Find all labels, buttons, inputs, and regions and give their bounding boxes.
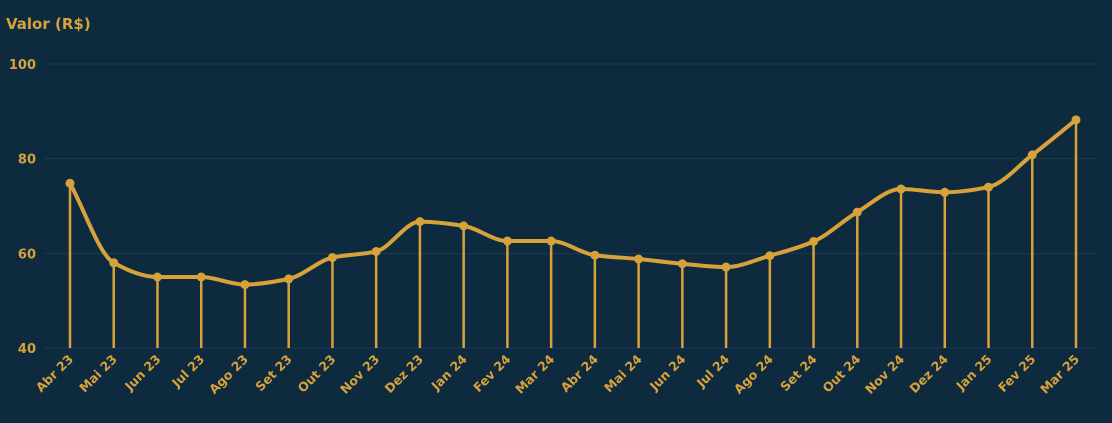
- series-line: [68, 117, 1078, 287]
- x-tick-label: Jun 23: [121, 352, 164, 395]
- x-tick-label: Nov 24: [862, 351, 907, 396]
- x-tick-label: Jul 24: [693, 351, 733, 391]
- series-line-layer: [68, 117, 1078, 287]
- data-point[interactable]: [546, 236, 556, 246]
- data-points: [65, 115, 1081, 290]
- data-point[interactable]: [809, 237, 819, 246]
- x-tick-label: Jul 23: [168, 352, 207, 391]
- x-tick-label: Ago 23: [206, 352, 251, 397]
- data-point[interactable]: [371, 246, 381, 256]
- x-tick-label: Mai 24: [601, 351, 645, 395]
- data-point[interactable]: [459, 221, 469, 231]
- data-point[interactable]: [196, 272, 206, 282]
- x-tick-label: Mai 23: [76, 352, 120, 396]
- data-point[interactable]: [502, 236, 512, 246]
- data-point[interactable]: [896, 184, 906, 194]
- x-tick-label: Dez 24: [906, 351, 951, 396]
- x-tick-label: Ago 24: [731, 351, 776, 396]
- data-point[interactable]: [677, 259, 687, 269]
- data-point[interactable]: [940, 187, 950, 197]
- data-point[interactable]: [984, 182, 994, 192]
- data-point[interactable]: [1027, 150, 1037, 160]
- x-tick-label: Dez 23: [382, 352, 426, 396]
- grid-lines: [44, 63, 1098, 349]
- data-point[interactable]: [284, 274, 294, 284]
- data-point[interactable]: [634, 254, 644, 264]
- y-axis-title: Valor (R$): [6, 15, 91, 33]
- drop-lines: [68, 119, 1078, 348]
- data-point[interactable]: [765, 251, 775, 261]
- x-tick-label: Set 24: [777, 351, 820, 394]
- x-tick-label: Jun 24: [646, 351, 689, 394]
- data-point[interactable]: [109, 258, 119, 268]
- data-point[interactable]: [65, 178, 75, 188]
- y-tick-label: 60: [18, 247, 36, 262]
- x-tick-label: Jan 25: [952, 352, 994, 394]
- data-point[interactable]: [590, 250, 600, 260]
- x-tick-label: Jan 24: [428, 351, 470, 393]
- x-tick-label: Set 23: [252, 352, 295, 395]
- data-point[interactable]: [852, 207, 862, 217]
- y-tick-label: 80: [18, 153, 36, 168]
- x-tick-label: Abr 24: [557, 351, 601, 395]
- x-tick-label: Out 23: [295, 352, 339, 396]
- data-point[interactable]: [721, 262, 731, 272]
- x-tick-label: Mar 25: [1037, 352, 1082, 397]
- data-point[interactable]: [327, 253, 337, 263]
- data-point[interactable]: [240, 280, 250, 290]
- y-axis-ticks: 40 60 80 100: [9, 58, 36, 357]
- x-tick-label: Fev 24: [470, 351, 514, 395]
- data-point[interactable]: [1071, 115, 1081, 125]
- data-point[interactable]: [415, 217, 425, 227]
- x-tick-label: Out 24: [819, 351, 863, 395]
- y-tick-label: 40: [18, 342, 36, 357]
- data-point[interactable]: [152, 272, 162, 282]
- x-tick-label: Mar 24: [512, 351, 557, 396]
- y-tick-label: 100: [9, 58, 36, 73]
- x-tick-label: Nov 23: [337, 352, 382, 397]
- x-tick-label: Fev 25: [995, 352, 1038, 395]
- x-tick-label: Abr 23: [33, 352, 77, 396]
